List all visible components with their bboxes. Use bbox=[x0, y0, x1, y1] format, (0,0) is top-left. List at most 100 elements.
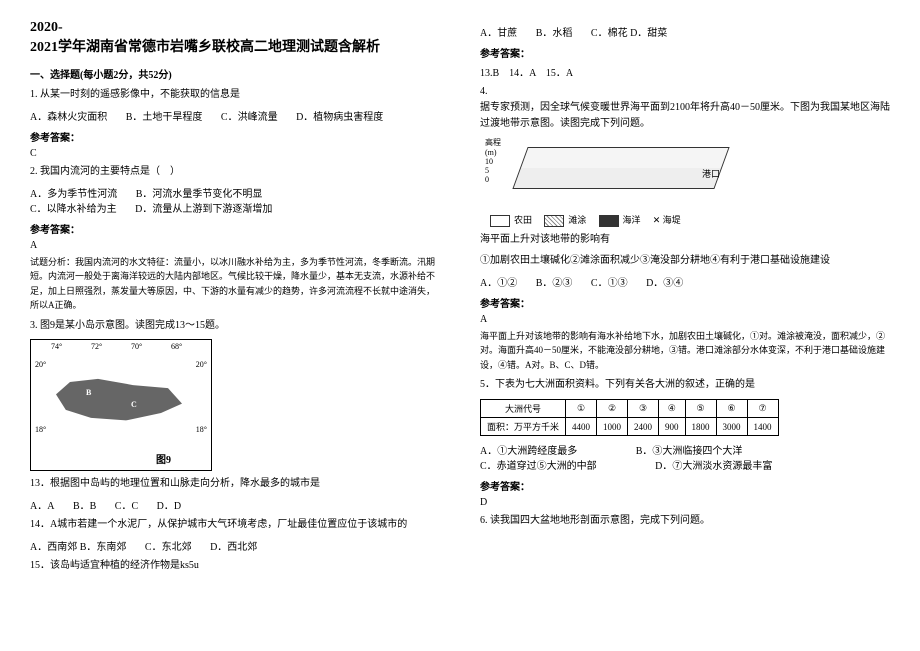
q14-opt-c: C．东北郊 bbox=[145, 542, 192, 553]
q2-ans: A bbox=[30, 240, 440, 251]
th-5: ⑤ bbox=[685, 400, 716, 418]
q5-stem: 5．下表为七大洲面积资料。下列有关各大洲的叙述，正确的是 bbox=[480, 377, 890, 393]
q13-opt-c: C．C bbox=[115, 501, 138, 512]
tr-2: 1000 bbox=[597, 418, 628, 436]
q14-opts: A．西南郊 B．东南郊 C．东北郊 D．西北郊 bbox=[30, 538, 440, 553]
tr-3: 2400 bbox=[628, 418, 659, 436]
q2-analysis: 试题分析：我国内流河的水文特征：流量小，以冰川融水补给为主，多为季节性河流，冬季… bbox=[30, 255, 440, 313]
q5-opts: A．①大洲跨经度最多 B．③大洲临接四个大洋 C．赤道穿过⑤大洲的中部 D．⑦大… bbox=[480, 442, 890, 472]
q3-intro: 3. 图9是某小岛示意图。读图完成13～15题。 bbox=[30, 318, 440, 334]
q4-analysis: 海平面上升对该地带的影响有海水补给地下水，加剧农田土壤碱化，①对。滩涂被淹没，面… bbox=[480, 329, 890, 372]
q13-opts: A．A B．B C．C D．D bbox=[30, 497, 440, 512]
legend-dyke: 海堤 bbox=[663, 215, 681, 225]
q5-opt-a: A．①大洲跨经度最多 bbox=[480, 446, 577, 457]
th-0: 大洲代号 bbox=[481, 400, 566, 418]
tr-4: 900 bbox=[659, 418, 686, 436]
tr-label: 面积：万平方千米 bbox=[481, 418, 566, 436]
q4-ans: A bbox=[480, 314, 890, 325]
q5-opt-c: C．赤道穿过⑤大洲的中部 bbox=[480, 461, 597, 472]
table-data-row: 面积：万平方千米 4400 1000 2400 900 1800 3000 14… bbox=[481, 418, 779, 436]
q1-opt-b: B．土地干旱程度 bbox=[126, 112, 203, 123]
q4-opt-c: C．①③ bbox=[591, 278, 628, 289]
q5-opt-b: B．③大洲临接四个大洋 bbox=[636, 446, 743, 457]
q5-opt-d: D．⑦大洲淡水资源最丰富 bbox=[655, 461, 772, 472]
title-main: 2021学年湖南省常德市岩嘴乡联校高二地理测试题含解析 bbox=[30, 36, 440, 56]
q1-ans: C bbox=[30, 148, 440, 159]
q14-opt-ab: A．西南郊 B．东南郊 bbox=[30, 542, 126, 553]
q2-opts: A．多为季节性河流 B．河流水量季节变化不明显 C．以降水补给为主 D．流量从上… bbox=[30, 185, 440, 215]
elev-tick-5: 5 bbox=[485, 166, 489, 175]
tr-6: 3000 bbox=[716, 418, 747, 436]
lat-18: 18° bbox=[35, 425, 46, 434]
q2-opt-c: C．以降水补给为主 bbox=[30, 204, 117, 215]
q2-opt-b: B．河流水量季节变化不明显 bbox=[136, 189, 263, 200]
q14-opt-d: D．西北郊 bbox=[210, 542, 257, 553]
right-column: A．甘蔗 B．水稻 C．棉花 D．甜菜 参考答案： 13.B 14．A 15．A… bbox=[480, 20, 890, 579]
legend-ocean-box bbox=[599, 215, 619, 227]
legend-ocean: 海洋 bbox=[623, 215, 641, 225]
tr-7: 1400 bbox=[747, 418, 778, 436]
lat-18r: 18° bbox=[196, 425, 207, 434]
lat-20: 20° bbox=[35, 360, 46, 369]
th-2: ② bbox=[597, 400, 628, 418]
q2-opt-d: D．流量从上游到下游逐渐增加 bbox=[135, 204, 272, 215]
map-pt-b: B bbox=[86, 388, 91, 397]
lon-70: 70° bbox=[131, 342, 142, 351]
ans-label-3: 参考答案： bbox=[480, 45, 890, 60]
q1-opt-d: D．植物病虫害程度 bbox=[296, 112, 383, 123]
elev-legend: 农田 滩涂 海洋 ✕ 海堤 bbox=[480, 213, 890, 227]
tr-5: 1800 bbox=[685, 418, 716, 436]
th-7: ⑦ bbox=[747, 400, 778, 418]
ans-label-5: 参考答案： bbox=[480, 478, 890, 493]
th-1: ① bbox=[566, 400, 597, 418]
lon-72: 72° bbox=[91, 342, 102, 351]
q4-intro: 4. 据专家预测，因全球气候变暖世界海平面到2100年将升高40－50厘米。下图… bbox=[480, 84, 890, 132]
map-figure: 74° 72° 70° 68° 20° 20° 18° 18° B C 图9 bbox=[30, 339, 212, 471]
q4-opt-a: A．①② bbox=[480, 278, 517, 289]
elev-block bbox=[512, 147, 729, 189]
q4-opts: A．①② B．②③ C．①③ D．③④ bbox=[480, 274, 890, 289]
legend-farm-box bbox=[490, 215, 510, 227]
map-pt-c: C bbox=[131, 400, 137, 409]
elev-ylabel: 高程 (m) 10 5 0 bbox=[485, 137, 501, 184]
q5-ans: D bbox=[480, 497, 890, 508]
q14-stem: 14．A城市若建一个水泥厂，从保护城市大气环境考虑，厂址最佳位置应位于该城市的 bbox=[30, 517, 440, 533]
q2-opt-a: A．多为季节性河流 bbox=[30, 189, 117, 200]
q15-opt-cd: C．棉花 D．甜菜 bbox=[591, 28, 667, 39]
th-6: ⑥ bbox=[716, 400, 747, 418]
q13-opt-a: A．A bbox=[30, 501, 54, 512]
q1-opts: A．森林火灾面积 B．土地干旱程度 C．洪峰流量 D．植物病虫害程度 bbox=[30, 108, 440, 123]
q15-opt-a: A．甘蔗 bbox=[480, 28, 517, 39]
lon-68: 68° bbox=[171, 342, 182, 351]
tr-1: 4400 bbox=[566, 418, 597, 436]
th-4: ④ bbox=[659, 400, 686, 418]
table-header-row: 大洲代号 ① ② ③ ④ ⑤ ⑥ ⑦ bbox=[481, 400, 779, 418]
q13-opt-b: B．B bbox=[73, 501, 96, 512]
q6-stem: 6. 读我国四大盆地地形剖面示意图，完成下列问题。 bbox=[480, 513, 890, 529]
ans-label-1: 参考答案： bbox=[30, 129, 440, 144]
lat-20r: 20° bbox=[196, 360, 207, 369]
q4-opt-b: B．②③ bbox=[536, 278, 573, 289]
elev-ylabel-text: 高程 (m) bbox=[485, 138, 501, 157]
q13-15-ans: 13.B 14．A 15．A bbox=[480, 64, 890, 79]
legend-farm: 农田 bbox=[514, 215, 532, 225]
elev-port-label: 港口 bbox=[702, 167, 720, 180]
q4-opt-d: D．③④ bbox=[646, 278, 683, 289]
title-year: 2020- bbox=[30, 20, 440, 36]
q13-stem: 13．根据图中岛屿的地理位置和山脉走向分析，降水最多的城市是 bbox=[30, 476, 440, 492]
fig9-label: 图9 bbox=[156, 451, 171, 466]
q2-stem: 2. 我国内流河的主要特点是（ ） bbox=[30, 164, 440, 180]
q1-opt-c: C．洪峰流量 bbox=[221, 112, 278, 123]
q4-items: ①加剧农田土壤碱化②滩涂面积减少③淹没部分耕地④有利于港口基础设施建设 bbox=[480, 253, 890, 269]
elev-tick-0: 0 bbox=[485, 175, 489, 184]
q15-opt-b: B．水稻 bbox=[536, 28, 573, 39]
q1-stem: 1. 从某一时刻的遥感影像中，不能获取的信息是 bbox=[30, 87, 440, 103]
q13-opt-d: D．D bbox=[157, 501, 181, 512]
left-column: 2020- 2021学年湖南省常德市岩嘴乡联校高二地理测试题含解析 一、选择题(… bbox=[30, 20, 440, 579]
continents-table: 大洲代号 ① ② ③ ④ ⑤ ⑥ ⑦ 面积：万平方千米 4400 1000 24… bbox=[480, 399, 779, 436]
th-3: ③ bbox=[628, 400, 659, 418]
ans-label-2: 参考答案： bbox=[30, 221, 440, 236]
elev-tick-10: 10 bbox=[485, 157, 493, 166]
ans-label-4: 参考答案： bbox=[480, 295, 890, 310]
elevation-figure: 高程 (m) 10 5 0 港口 bbox=[480, 137, 740, 207]
